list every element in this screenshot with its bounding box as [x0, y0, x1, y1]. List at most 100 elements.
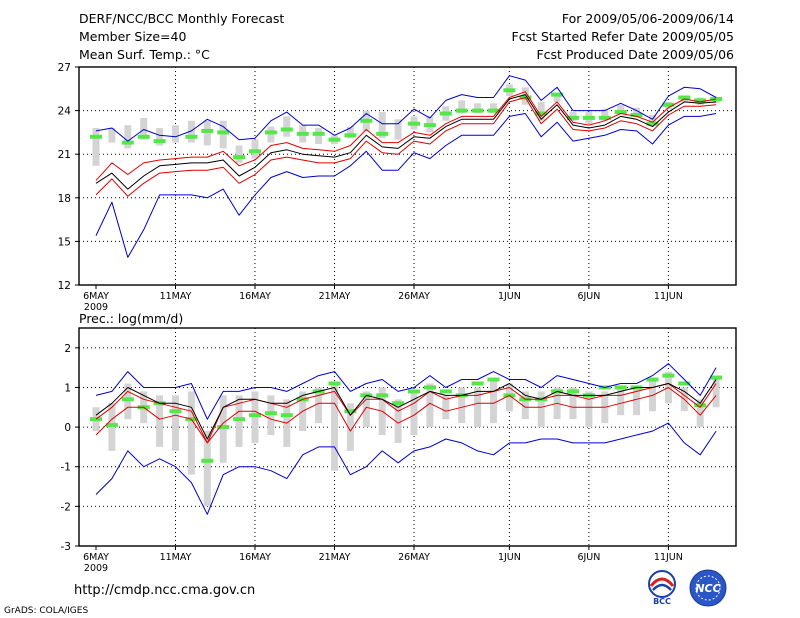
temp-obs-marker-8 — [217, 130, 230, 135]
temp-obs-marker-14 — [312, 131, 325, 136]
precip-obs-marker-33 — [614, 385, 627, 390]
precip-box-34 — [633, 387, 641, 416]
precip-ytick-label-3: 0 — [64, 422, 71, 434]
precip-box-16 — [346, 403, 354, 451]
fcst-started-date: Fcst Started Refer Date 2009/05/05 — [511, 29, 735, 44]
bcc-logo-icon: BCC — [648, 570, 676, 606]
precip-obs-marker-8 — [217, 425, 230, 430]
fcst-produced-date: Fcst Produced Date 2009/05/06 — [536, 47, 734, 62]
temp-box-5 — [172, 125, 179, 143]
temp-xtick-label-4: 26MAY — [398, 291, 430, 302]
precip-obs-marker-19 — [392, 401, 405, 406]
temp-box-0 — [92, 128, 100, 166]
precip-obs-marker-12 — [280, 413, 293, 418]
source-url: http://cmdp.ncc.cma.gov.cn — [74, 583, 256, 598]
temp-obs-marker-28 — [535, 111, 548, 116]
temp-xtick-label-0: 6MAY — [83, 291, 109, 302]
temp-obs-marker-21 — [423, 123, 436, 128]
forecast-period: For 2009/05/06-2009/06/14 — [561, 11, 734, 26]
precip-box-7 — [203, 431, 211, 507]
temp-obs-marker-12 — [280, 127, 293, 132]
precip-obs-marker-24 — [471, 381, 484, 386]
temp-ytick-label-5: 27 — [58, 62, 71, 74]
precip-obs-marker-22 — [439, 389, 452, 394]
variable-label: Mean Surf. Temp.: °C — [79, 47, 210, 62]
temp-obs-marker-13 — [296, 131, 309, 136]
temp-obs-marker-31 — [582, 115, 595, 120]
precip-line-lower — [95, 422, 717, 515]
precip-box-17 — [362, 391, 370, 428]
temp-box-3 — [140, 117, 148, 140]
precip-obs-marker-7 — [201, 458, 214, 463]
temp-obs-marker-15 — [328, 137, 341, 142]
temp-line-median-red — [95, 91, 717, 181]
precip-ytick-label-2: -1 — [61, 462, 71, 474]
precip-obs-marker-39 — [710, 375, 723, 380]
temp-box-16 — [346, 126, 354, 139]
precip-xtick-label-2: 16MAY — [239, 552, 271, 563]
precip-line-mean-black — [95, 379, 717, 440]
precip-obs-marker-15 — [328, 381, 341, 386]
temp-obs-marker-22 — [439, 111, 452, 116]
temp-box-29 — [553, 93, 561, 102]
precip-xtick-label-7: 11JUN — [654, 552, 683, 563]
precip-box-14 — [315, 387, 323, 424]
temp-obs-marker-36 — [662, 102, 675, 107]
temp-box-6 — [187, 120, 195, 143]
temp-line-lower — [95, 113, 717, 258]
temp-box-11 — [267, 126, 275, 143]
precip-obs-marker-9 — [233, 417, 246, 422]
temp-box-24 — [474, 103, 482, 114]
precip-line-median-red — [95, 383, 717, 444]
temp-box-18 — [378, 112, 386, 139]
precip-ytick-label-0: -3 — [61, 541, 71, 553]
temp-obs-marker-0 — [90, 134, 102, 139]
precip-box-19 — [394, 399, 402, 443]
precip-box-38 — [696, 399, 704, 428]
temp-plot-frame — [78, 66, 737, 286]
precip-box-4 — [156, 395, 164, 447]
temp-box-19 — [394, 119, 402, 140]
temp-obs-marker-35 — [646, 121, 659, 126]
precip-ytick-label-1: -2 — [61, 501, 71, 513]
precip-obs-marker-38 — [694, 403, 707, 408]
precip-xtick-label-5: 1JUN — [498, 552, 521, 563]
temp-box-12 — [283, 116, 291, 137]
temp-obs-marker-9 — [233, 155, 246, 160]
temp-xtick-label-2: 16MAY — [239, 291, 271, 302]
temp-box-1 — [108, 128, 116, 143]
member-size: Member Size=40 — [79, 29, 187, 44]
temp-box-2 — [124, 125, 132, 149]
temp-xtick-label-7: 11JUN — [654, 291, 683, 302]
precip-box-21 — [426, 383, 434, 428]
temp-line-upper — [95, 75, 717, 142]
precip-xtick-label-4: 26MAY — [398, 552, 430, 563]
temp-obs-marker-16 — [344, 133, 357, 138]
temp-obs-marker-11 — [264, 130, 277, 135]
temp-ytick-label-2: 18 — [58, 193, 71, 205]
precip-obs-marker-1 — [105, 423, 118, 428]
precip-box-30 — [569, 387, 577, 420]
temp-obs-marker-2 — [121, 140, 134, 145]
temp-box-9 — [235, 145, 243, 163]
precip-box-6 — [187, 391, 195, 475]
temp-box-28 — [537, 101, 545, 121]
precip-obs-marker-20 — [408, 389, 420, 394]
precip-box-20 — [410, 391, 418, 436]
precip-box-33 — [617, 387, 625, 416]
precip-obs-marker-25 — [487, 377, 500, 382]
precip-xtick-sublabel-0: 2009 — [84, 563, 108, 574]
precip-obs-marker-30 — [567, 389, 579, 394]
temp-box-23 — [458, 100, 466, 114]
precip-box-28 — [537, 391, 545, 428]
temp-xtick-label-5: 1JUN — [498, 291, 521, 302]
precip-obs-marker-10 — [249, 413, 261, 418]
precip-box-24 — [474, 387, 482, 428]
precip-line-upper — [95, 363, 717, 420]
precip-obs-marker-5 — [169, 409, 182, 414]
precip-xtick-label-3: 21MAY — [319, 552, 351, 563]
precip-xtick-label-0: 6MAY — [83, 552, 109, 563]
precip-obs-marker-11 — [264, 411, 277, 416]
temp-box-8 — [219, 120, 227, 149]
